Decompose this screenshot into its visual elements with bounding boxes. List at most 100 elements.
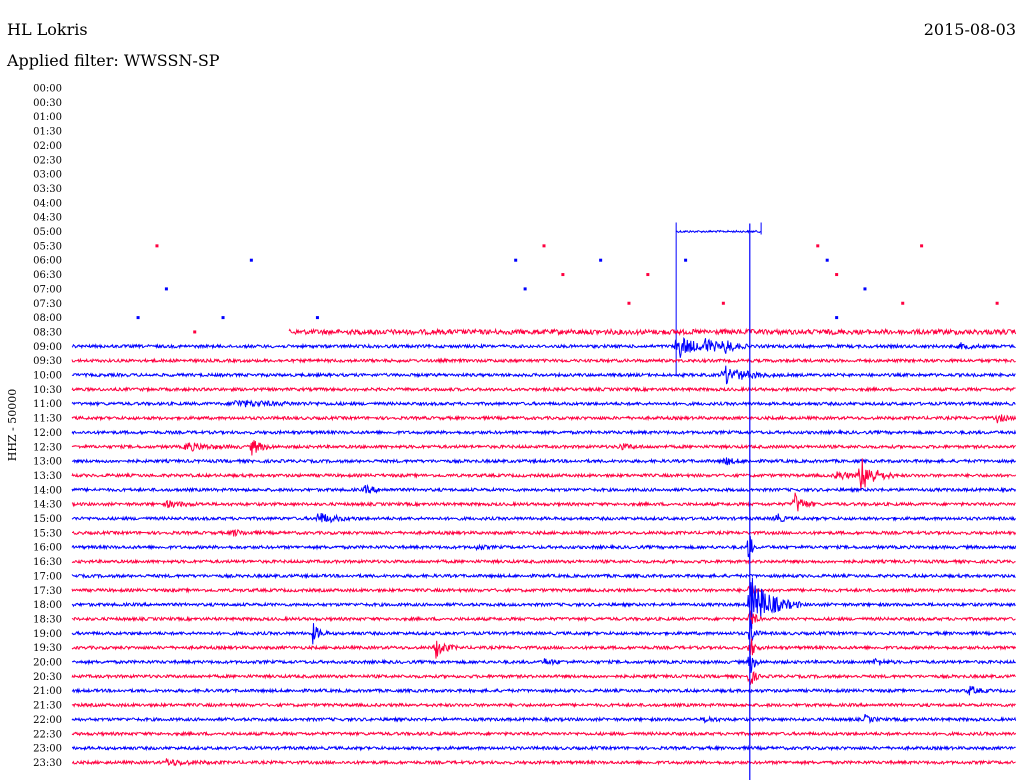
trace-1200 (71, 428, 1017, 436)
time-label-1130: 11:30 (33, 414, 62, 425)
trace-2200 (71, 713, 1017, 725)
y-axis-label: HHZ - 50000 (6, 389, 19, 462)
trace-1300 (71, 457, 1017, 466)
time-label-1900: 19:00 (33, 629, 62, 640)
time-label-1700: 17:00 (33, 571, 62, 582)
trace-2130 (71, 701, 1016, 709)
trace-1130 (71, 414, 1017, 424)
time-label-0000: 00:00 (33, 84, 62, 95)
trace-1600 (71, 536, 1017, 560)
signal-dot-15 (627, 301, 631, 305)
time-label-2300: 23:00 (33, 744, 62, 755)
plot-date: 2015-08-03 (923, 20, 1016, 39)
signal-dot-5 (514, 258, 518, 262)
time-label-0100: 01:00 (33, 112, 62, 123)
time-label-0730: 07:30 (33, 299, 62, 310)
time-label-0700: 07:00 (33, 284, 62, 295)
time-label-1730: 17:30 (33, 586, 62, 597)
signal-dot-23 (193, 330, 197, 334)
signal-dot-21 (315, 316, 319, 320)
time-label-1100: 11:00 (33, 399, 62, 410)
time-label-0530: 05:30 (33, 241, 62, 252)
time-label-0300: 03:00 (33, 170, 62, 181)
trace-1400 (71, 483, 1017, 495)
signal-dot-22 (835, 316, 839, 320)
time-label-0630: 06:30 (33, 270, 62, 281)
trace-1000 (71, 365, 1016, 385)
time-label-1500: 15:00 (33, 514, 62, 525)
seismic-traces (71, 222, 1017, 767)
time-label-2230: 22:30 (33, 729, 62, 740)
time-label-0430: 04:30 (33, 213, 62, 224)
time-label-0930: 09:30 (33, 356, 62, 367)
time-label-0830: 08:30 (33, 327, 62, 338)
time-label-0130: 01:30 (33, 127, 62, 138)
trace-1500 (71, 513, 1017, 524)
trace-1230 (71, 440, 1016, 456)
time-label-1030: 10:30 (33, 385, 62, 396)
trace-2230 (71, 730, 1017, 738)
time-label-0330: 03:30 (33, 184, 62, 195)
signal-dot-19 (136, 316, 140, 320)
signal-dot-20 (221, 316, 225, 320)
trace-2100 (71, 685, 1016, 696)
signal-dot-12 (164, 287, 168, 291)
signal-dot-0 (155, 244, 159, 248)
trace-0900 (71, 336, 1016, 358)
signal-dot-8 (825, 258, 829, 262)
time-labels: 00:00 00:30 01:00 01:30 02:00 02:30 03:00 03:30… (33, 84, 62, 769)
signal-dot-3 (920, 244, 924, 248)
time-label-1200: 12:00 (33, 428, 62, 439)
signal-dot-16 (721, 301, 725, 305)
time-label-1800: 18:00 (33, 600, 62, 611)
signal-dot-2 (816, 244, 820, 248)
time-label-1400: 14:00 (33, 485, 62, 496)
signal-dot-4 (249, 258, 253, 262)
signal-dot-6 (599, 258, 603, 262)
trace-0930 (71, 357, 1016, 365)
time-label-0400: 04:00 (33, 198, 62, 209)
trace-2000 (71, 655, 1016, 673)
time-label-2130: 21:30 (33, 701, 62, 712)
signal-dot-13 (523, 287, 527, 291)
time-label-1000: 10:00 (33, 371, 62, 382)
time-label-0200: 02:00 (33, 141, 62, 152)
signal-dot-10 (646, 273, 650, 277)
time-label-0030: 00:30 (33, 98, 62, 109)
time-label-0600: 06:00 (33, 256, 62, 267)
station-name: HL Lokris (7, 20, 88, 39)
time-label-1630: 16:30 (33, 557, 62, 568)
time-label-2330: 23:30 (33, 758, 62, 769)
signal-dot-7 (684, 258, 688, 262)
trace-2030 (71, 670, 1016, 685)
trace-2330 (71, 758, 1016, 767)
time-label-1930: 19:30 (33, 643, 62, 654)
time-label-1300: 13:00 (33, 457, 62, 468)
trace-2300 (72, 744, 1016, 752)
time-label-1530: 15:30 (33, 528, 62, 539)
trace-1430 (71, 492, 1016, 512)
time-label-1830: 18:30 (33, 614, 62, 625)
trace-1900 (71, 619, 1017, 645)
trace-0500 (675, 229, 762, 234)
trace-1930 (71, 638, 1017, 659)
time-label-2030: 20:30 (33, 672, 62, 683)
time-label-0230: 02:30 (33, 155, 62, 166)
time-label-0500: 05:00 (33, 227, 62, 238)
trace-1100 (71, 399, 1016, 408)
signal-dot-1 (542, 244, 546, 248)
signal-dot-17 (901, 301, 905, 305)
trace-1730 (71, 584, 1016, 597)
time-label-1230: 12:30 (33, 442, 62, 453)
time-label-1430: 14:30 (33, 500, 62, 511)
applied-filter: Applied filter: WWSSN-SP (7, 51, 220, 70)
time-label-0900: 09:00 (33, 342, 62, 353)
trace-1830 (71, 610, 1016, 624)
signal-dot-9 (561, 273, 565, 277)
time-label-2100: 21:00 (33, 686, 62, 697)
time-label-0800: 08:00 (33, 313, 62, 324)
signal-dot-11 (835, 273, 839, 277)
trace-1800 (71, 577, 1016, 629)
signal-dots (136, 244, 999, 334)
